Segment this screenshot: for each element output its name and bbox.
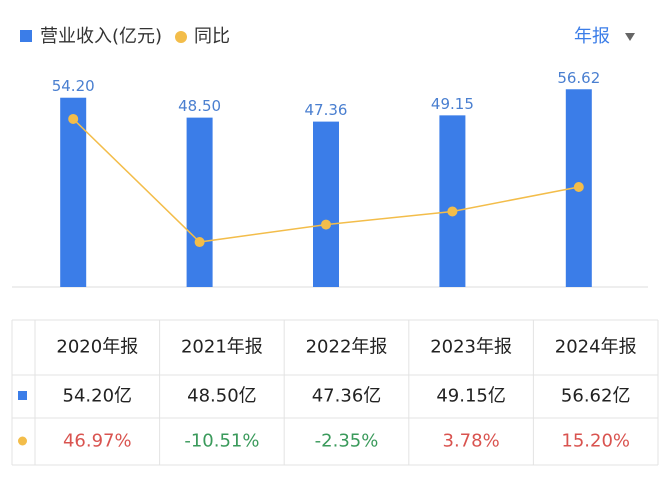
- revenue-cell: 56.62亿: [561, 386, 631, 407]
- line-point: [68, 113, 79, 124]
- row-icon-line: [18, 436, 27, 446]
- row-icon-bar: [18, 391, 27, 400]
- revenue-cell: 54.20亿: [63, 386, 133, 407]
- bar: [313, 121, 339, 287]
- bar-value-label: 48.50: [178, 97, 221, 115]
- bar-value-label: 49.15: [431, 95, 474, 113]
- table-header: 2024年报: [555, 337, 637, 358]
- table-header: 2020年报: [56, 337, 138, 358]
- legend-swatch-line: [175, 31, 187, 43]
- table-header: 2022年报: [306, 337, 388, 358]
- period-dropdown[interactable]: 年报: [574, 26, 635, 47]
- table-header: 2021年报: [181, 337, 263, 358]
- legend-swatch-bar: [20, 30, 32, 42]
- revenue-cell: 49.15亿: [436, 386, 506, 407]
- bar: [186, 117, 213, 287]
- line-point: [573, 181, 584, 192]
- line-point: [321, 219, 331, 230]
- yoy-cell: 46.97%: [63, 431, 132, 452]
- revenue-cell: 48.50亿: [187, 386, 257, 407]
- line-point: [194, 237, 205, 248]
- dropdown-label[interactable]: 年报: [574, 26, 610, 47]
- bar-value-label: 47.36: [305, 101, 348, 119]
- bar: [60, 97, 87, 288]
- legend-label: 营业收入(亿元): [40, 26, 162, 47]
- revenue-cell: 47.36亿: [312, 386, 382, 407]
- dropdown-arrow[interactable]: [625, 33, 635, 41]
- yoy-cell: -10.51%: [184, 431, 259, 452]
- yoy-cell: -2.35%: [315, 431, 379, 452]
- bar-value-label: 54.20: [52, 77, 95, 95]
- table-header: 2023年报: [430, 337, 512, 358]
- bar: [439, 115, 466, 287]
- bar-value-label: 56.62: [557, 69, 600, 87]
- line-point: [447, 206, 458, 217]
- yoy-cell: 15.20%: [561, 431, 630, 452]
- yoy-cell: 3.78%: [443, 431, 500, 452]
- legend-label: 同比: [194, 26, 230, 47]
